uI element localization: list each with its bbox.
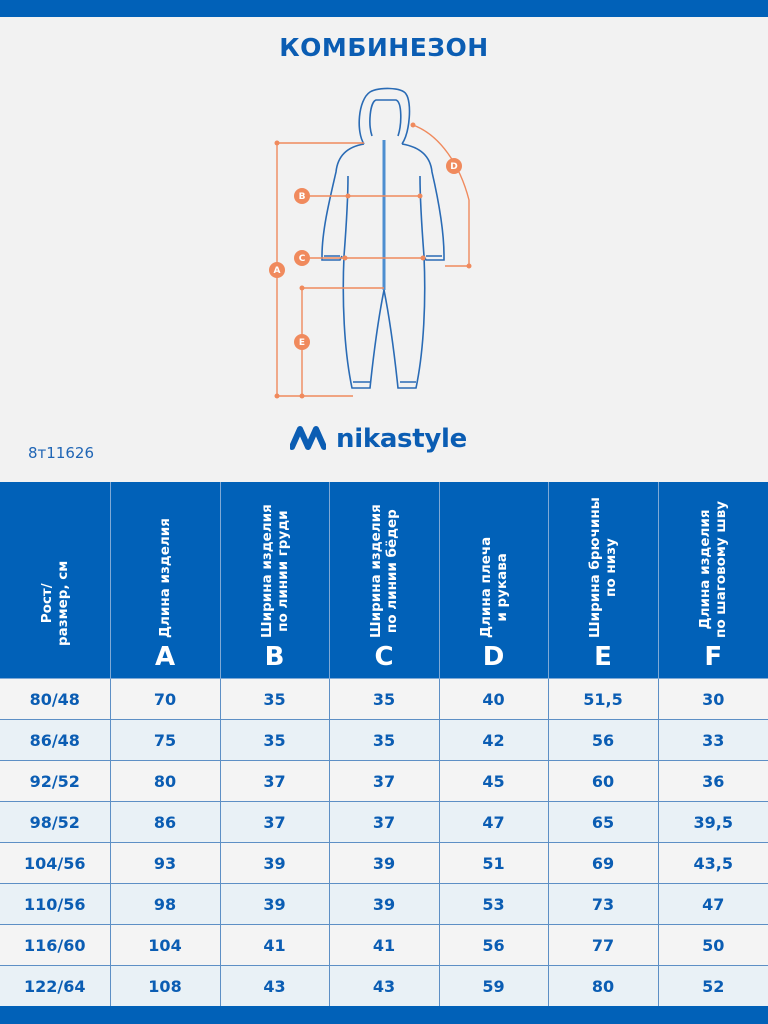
table-row: 92/52 80 37 37 45 60 36 <box>0 760 768 802</box>
cell: 36 <box>657 760 768 802</box>
svg-text:D: D <box>450 162 457 172</box>
cell: 43 <box>219 965 330 1007</box>
table-row: 104/56 93 39 39 51 69 43,5 <box>0 842 768 884</box>
cell: 35 <box>219 678 330 720</box>
cell: 53 <box>438 883 549 925</box>
article-number: 8т11626 <box>28 444 94 462</box>
table-row: 86/48 75 35 35 42 56 33 <box>0 719 768 761</box>
cell: 37 <box>328 760 440 802</box>
jumpsuit-outline-icon: A B C D E <box>269 87 472 399</box>
bottom-bar <box>0 1006 768 1024</box>
size-table: Рост/размер, см Длина изделия A Ширина из… <box>0 482 768 1007</box>
table-header-row: Рост/размер, см Длина изделия A Ширина из… <box>0 482 768 679</box>
cell: 41 <box>328 924 440 966</box>
cell: 50 <box>657 924 768 966</box>
cell-size: 122/64 <box>0 965 111 1007</box>
cell: 39 <box>219 883 330 925</box>
cell: 35 <box>328 719 440 761</box>
cell: 39 <box>328 883 440 925</box>
table-row: 80/48 70 35 35 40 51,5 30 <box>0 678 768 720</box>
cell-size: 104/56 <box>0 842 111 884</box>
cell: 59 <box>438 965 549 1007</box>
cell: 37 <box>328 801 440 843</box>
cell: 108 <box>109 965 221 1007</box>
table-row: 116/60 104 41 41 56 77 50 <box>0 924 768 966</box>
cell: 73 <box>547 883 659 925</box>
cell: 60 <box>547 760 659 802</box>
cell: 70 <box>109 678 221 720</box>
cell: 77 <box>547 924 659 966</box>
header-f: Длина изделия по шаговому шву F <box>657 482 768 679</box>
header-d: Длина плеча и рукава D <box>438 482 549 679</box>
cell: 56 <box>438 924 549 966</box>
header-e: Ширина брючины по низу E <box>547 482 659 679</box>
cell: 47 <box>657 883 768 925</box>
table-row: 122/64 108 43 43 59 80 52 <box>0 965 768 1007</box>
cell: 86 <box>109 801 221 843</box>
svg-text:C: C <box>299 254 306 264</box>
cell: 47 <box>438 801 549 843</box>
cell: 51,5 <box>547 678 659 720</box>
cell-size: 116/60 <box>0 924 111 966</box>
cell: 42 <box>438 719 549 761</box>
cell-size: 80/48 <box>0 678 111 720</box>
header-c: Ширина изделия по линии бёдер C <box>328 482 440 679</box>
cell: 30 <box>657 678 768 720</box>
cell: 39,5 <box>657 801 768 843</box>
cell-size: 92/52 <box>0 760 111 802</box>
cell: 80 <box>547 965 659 1007</box>
cell: 39 <box>219 842 330 884</box>
header-size: Рост/размер, см <box>0 482 111 679</box>
cell: 35 <box>219 719 330 761</box>
svg-text:B: B <box>299 192 306 202</box>
page-title: КОМБИНЕЗОН <box>279 33 489 62</box>
cell: 37 <box>219 801 330 843</box>
cell: 69 <box>547 842 659 884</box>
brand-logo: nikastyle <box>290 424 467 454</box>
cell: 37 <box>219 760 330 802</box>
jumpsuit-diagram: A B C D E <box>260 80 500 410</box>
nikastyle-wave-logo-icon <box>290 426 326 450</box>
cell: 98 <box>109 883 221 925</box>
cell: 43 <box>328 965 440 1007</box>
table-row: 110/56 98 39 39 53 73 47 <box>0 883 768 925</box>
cell: 45 <box>438 760 549 802</box>
cell: 56 <box>547 719 659 761</box>
svg-text:E: E <box>299 338 305 348</box>
cell: 51 <box>438 842 549 884</box>
cell: 75 <box>109 719 221 761</box>
cell: 35 <box>328 678 440 720</box>
cell: 80 <box>109 760 221 802</box>
cell-size: 110/56 <box>0 883 111 925</box>
cell: 40 <box>438 678 549 720</box>
cell: 33 <box>657 719 768 761</box>
top-bar <box>0 0 768 17</box>
cell: 93 <box>109 842 221 884</box>
header-b: Ширина изделия по линии груди B <box>219 482 330 679</box>
cell: 104 <box>109 924 221 966</box>
header-a: Длина изделия A <box>109 482 221 679</box>
cell: 65 <box>547 801 659 843</box>
brand-name: nikastyle <box>336 424 467 454</box>
cell-size: 98/52 <box>0 801 111 843</box>
svg-text:A: A <box>274 266 281 276</box>
cell: 39 <box>328 842 440 884</box>
cell-size: 86/48 <box>0 719 111 761</box>
cell: 41 <box>219 924 330 966</box>
table-row: 98/52 86 37 37 47 65 39,5 <box>0 801 768 843</box>
cell: 52 <box>657 965 768 1007</box>
cell: 43,5 <box>657 842 768 884</box>
